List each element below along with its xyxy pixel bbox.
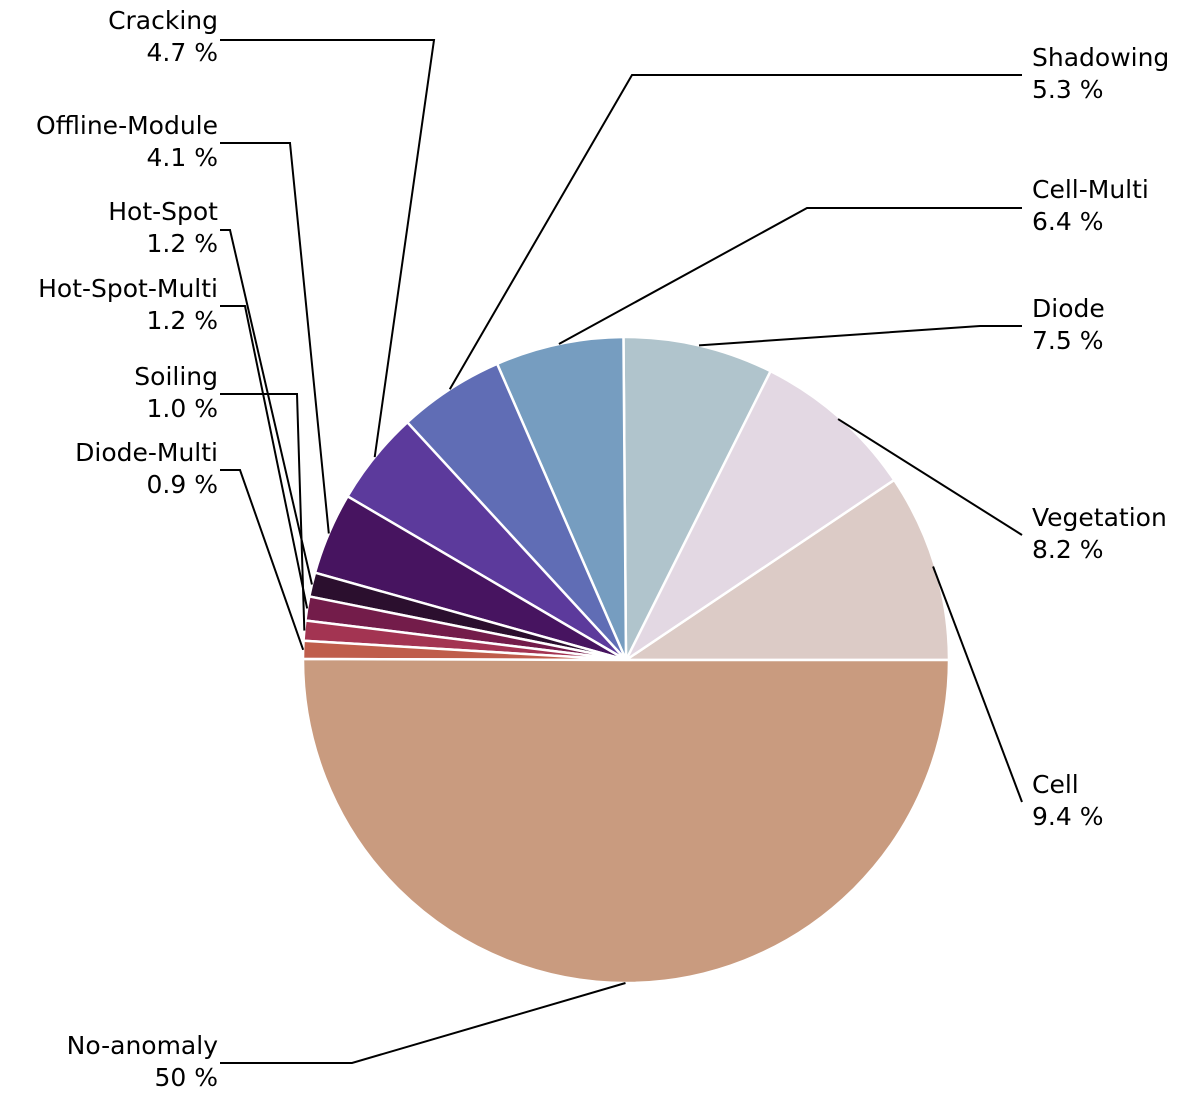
slice-label-cell-multi: Cell-Multi 6.4 % xyxy=(1032,175,1149,236)
slice-label-diode-multi: Diode-Multi 0.9 % xyxy=(75,438,218,499)
slice-label-vegetation: Vegetation 8.2 % xyxy=(1032,503,1167,564)
leader-line-vegetation xyxy=(837,418,1023,536)
slice-label-name: Cracking xyxy=(108,6,218,35)
pie-slice-cell xyxy=(624,478,951,662)
slice-label-hot-spot-multi: Hot-Spot-Multi 1.2 % xyxy=(38,274,218,335)
slice-label-value: 4.1 % xyxy=(147,143,218,172)
pie-slice-diode xyxy=(622,335,772,662)
slice-label-value: 6.4 % xyxy=(1032,207,1103,236)
slice-label-value: 50 % xyxy=(154,1063,218,1092)
slice-label-value: 4.7 % xyxy=(147,38,218,67)
slice-label-offline-module: Offline-Module 4.1 % xyxy=(36,111,218,172)
slice-label-name: Soiling xyxy=(134,362,218,391)
leader-line-no-anomaly xyxy=(220,982,626,1064)
slice-labels: Cell 9.4 % Vegetation 8.2 % Diode 7.5 % Cell-M… xyxy=(36,6,1169,1092)
slice-label-value: 0.9 % xyxy=(147,470,218,499)
pie-slice-vegetation xyxy=(624,369,896,662)
slice-label-shadowing: Shadowing 5.3 % xyxy=(1032,43,1169,104)
leader-line-cell-multi xyxy=(558,207,1022,345)
leader-line-cracking xyxy=(220,39,436,458)
leader-line-diode-multi xyxy=(220,469,305,651)
leader-line-offline-module xyxy=(220,142,330,534)
slice-label-soiling: Soiling 1.0 % xyxy=(134,362,218,423)
slice-label-name: Vegetation xyxy=(1032,503,1167,532)
slice-label-value: 1.0 % xyxy=(147,394,218,423)
leader-line-soiling xyxy=(220,393,306,631)
slice-label-name: Cell xyxy=(1032,770,1079,799)
leader-line-cell xyxy=(932,566,1023,803)
leader-line-hot-spot xyxy=(220,229,313,585)
leader-line-diode xyxy=(698,325,1022,347)
slice-label-cracking: Cracking 4.7 % xyxy=(108,6,218,67)
slice-label-name: Shadowing xyxy=(1032,43,1169,72)
slice-label-value: 7.5 % xyxy=(1032,326,1103,355)
pie-slice-no-anomaly xyxy=(301,657,951,985)
slice-label-no-anomaly: No-anomaly 50 % xyxy=(67,1031,219,1092)
slice-label-name: Hot-Spot-Multi xyxy=(38,274,218,303)
slice-label-name: No-anomaly xyxy=(67,1031,219,1060)
slice-label-name: Diode-Multi xyxy=(75,438,218,467)
slice-label-value: 5.3 % xyxy=(1032,75,1103,104)
pie-slices xyxy=(301,335,951,985)
leader-line-shadowing xyxy=(448,74,1022,390)
slice-label-value: 1.2 % xyxy=(147,229,218,258)
leader-lines xyxy=(220,39,1023,1064)
slice-label-value: 9.4 % xyxy=(1032,802,1103,831)
slice-label-name: Hot-Spot xyxy=(108,197,218,226)
slice-label-name: Diode xyxy=(1032,294,1105,323)
slice-label-value: 1.2 % xyxy=(147,306,218,335)
slice-label-name: Offline-Module xyxy=(36,111,218,140)
slice-label-cell: Cell 9.4 % xyxy=(1032,770,1103,831)
pie-slice-cell-multi xyxy=(495,335,628,662)
slice-label-name: Cell-Multi xyxy=(1032,175,1149,204)
slice-label-hot-spot: Hot-Spot 1.2 % xyxy=(108,197,218,258)
slice-label-diode: Diode 7.5 % xyxy=(1032,294,1105,355)
leader-line-hot-spot-multi xyxy=(220,305,309,609)
slice-label-value: 8.2 % xyxy=(1032,535,1103,564)
